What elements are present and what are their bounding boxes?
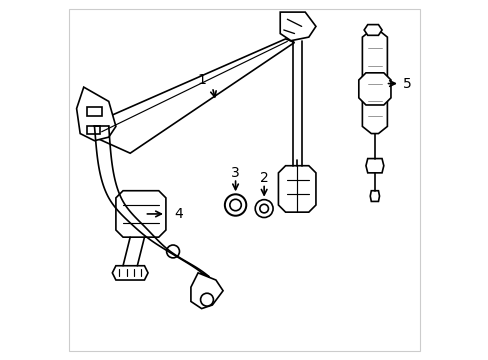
Polygon shape [94,39,294,153]
Circle shape [166,245,179,258]
Polygon shape [280,12,315,41]
Polygon shape [77,87,116,141]
Polygon shape [278,166,315,212]
Bar [87,107,102,116]
Polygon shape [358,73,390,105]
Text: 2: 2 [259,171,268,185]
Polygon shape [116,191,165,237]
Circle shape [255,200,272,217]
Text: 3: 3 [231,166,240,180]
Polygon shape [365,158,383,173]
Bar [87,126,100,134]
Polygon shape [112,266,148,280]
Text: 1: 1 [197,73,205,87]
Text: 5: 5 [402,77,410,91]
Text: 4: 4 [174,207,183,221]
Polygon shape [369,191,379,202]
Polygon shape [190,273,223,309]
Polygon shape [364,24,381,35]
Circle shape [259,204,268,213]
Circle shape [200,293,213,306]
Circle shape [229,199,241,211]
Polygon shape [362,30,386,134]
Circle shape [224,194,246,216]
